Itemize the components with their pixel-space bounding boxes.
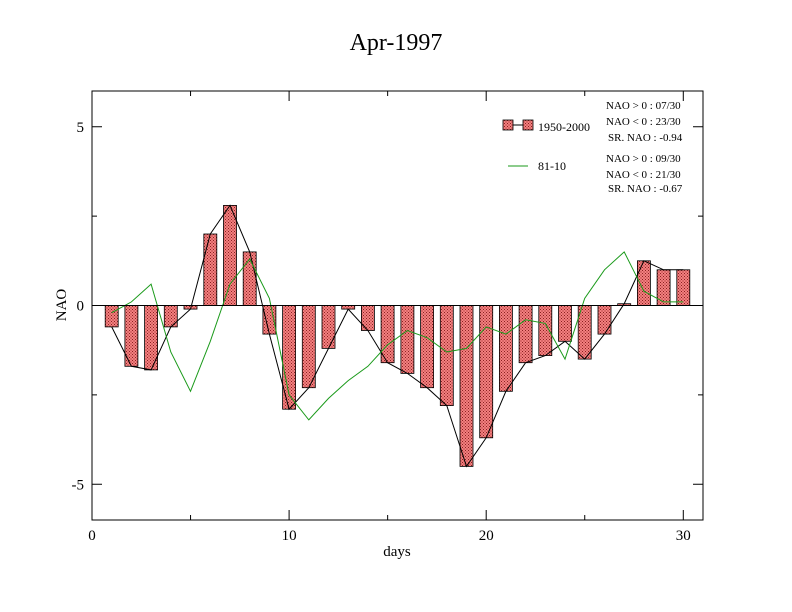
legend-label-81-10: 81-10: [538, 159, 566, 173]
bar-day-6: [203, 233, 218, 306]
series-line-81-10: [111, 251, 684, 421]
y-tick-label: 0: [77, 299, 85, 315]
bar-day-29: [656, 269, 671, 306]
bar-day-22: [518, 305, 533, 364]
legend: 1950-2000 NAO > 0 : 07/30 NAO < 0 : 23/3…: [502, 100, 683, 195]
stat-sr-nao-1950-2000: SR. NAO : -0.94: [608, 132, 683, 144]
stat-sr-nao-81-10: SR. NAO : -0.67: [608, 183, 683, 195]
legend-stats-81-10: NAO > 0 : 09/30 NAO < 0 : 21/30 SR. NAO …: [606, 153, 683, 195]
bar-day-7: [223, 204, 237, 306]
bar-day-11: [301, 305, 316, 389]
x-tick-label: 10: [282, 528, 297, 544]
stat-nao-neg-81-10: NAO < 0 : 21/30: [606, 169, 681, 181]
bar-day-15: [380, 305, 395, 364]
stat-nao-pos-1950-2000: NAO > 0 : 07/30: [606, 100, 681, 112]
bar-day-14: [360, 305, 375, 331]
legend-item-81-10: 81-10: [508, 159, 566, 173]
bar-day-24: [558, 305, 572, 342]
bar-day-1: [104, 305, 119, 328]
bar-day-23: [538, 305, 553, 356]
bar-day-20: [479, 305, 494, 439]
bar-day-16: [400, 305, 415, 374]
y-axis-label: NAO: [54, 289, 70, 322]
bar-day-19: [459, 305, 474, 467]
bars-1950-2000: [104, 204, 691, 467]
chart-title: Apr-1997: [350, 30, 443, 56]
y-tick-label: -5: [72, 477, 85, 493]
stat-nao-neg-1950-2000: NAO < 0 : 23/30: [606, 116, 681, 128]
y-tick-label: 5: [77, 120, 85, 136]
bar-day-4: [163, 305, 178, 328]
bar-day-21: [498, 305, 513, 392]
legend-swatch-bar-left: [502, 119, 514, 131]
bar-day-26: [597, 305, 612, 335]
x-axis-label: days: [383, 544, 411, 560]
bar-day-18: [439, 305, 454, 406]
bar-day-17: [420, 305, 435, 389]
series-lines: [111, 204, 684, 468]
legend-label-1950-2000: 1950-2000: [538, 120, 590, 134]
x-tick-label: 30: [676, 528, 691, 544]
x-tick-label: 20: [479, 528, 494, 544]
legend-item-1950-2000: 1950-2000: [502, 119, 590, 134]
bar-day-30: [676, 269, 691, 306]
bar-day-12: [321, 305, 336, 349]
series-line-1950-2000: [111, 204, 684, 468]
legend-swatch-bar-right: [522, 119, 534, 131]
axes: 0 10 20 30 -5 0 5: [72, 91, 703, 544]
legend-stats-1950-2000: NAO > 0 : 07/30 NAO < 0 : 23/30 SR. NAO …: [606, 100, 683, 144]
x-tick-label: 0: [88, 528, 96, 544]
stat-nao-pos-81-10: NAO > 0 : 09/30: [606, 153, 681, 165]
